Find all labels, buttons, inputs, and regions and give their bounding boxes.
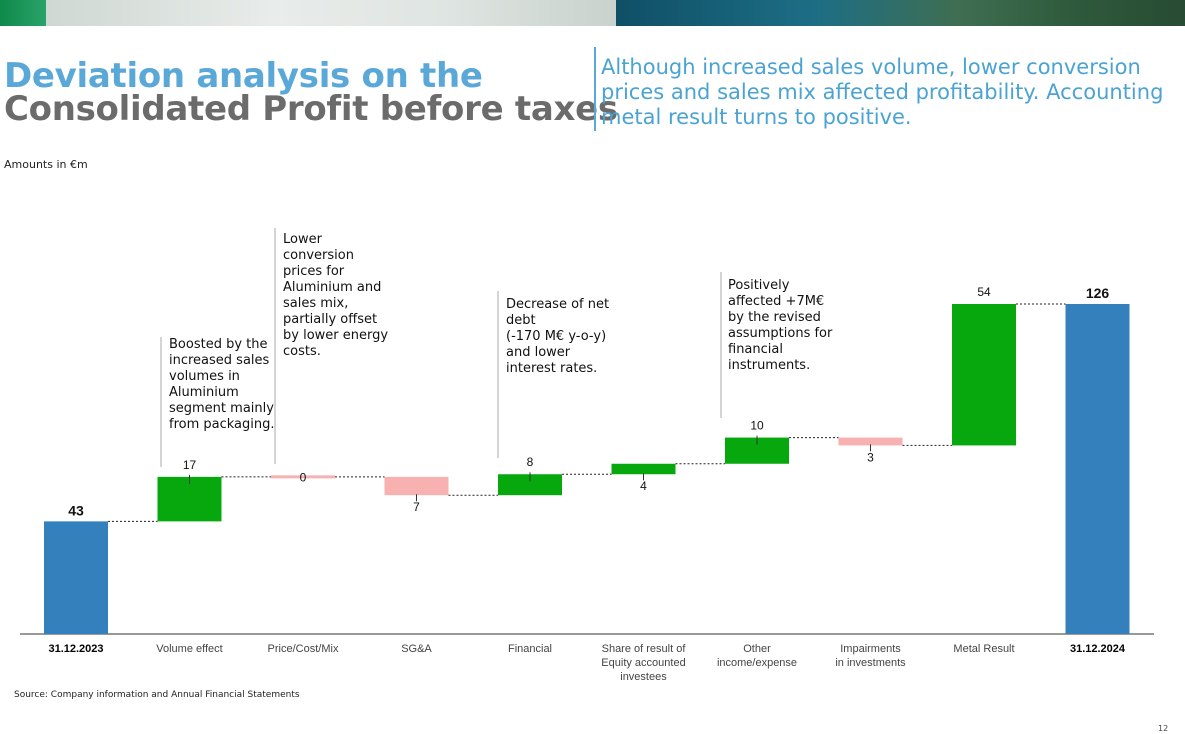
category-label-1-0: Volume effect	[156, 643, 222, 655]
annotation-volume-effect: Boosted by the increased sales volumes i…	[169, 337, 275, 432]
banner-image-mist	[46, 0, 616, 26]
category-label-4-0: Financial	[508, 643, 552, 655]
value-label-3: 7	[413, 500, 420, 514]
category-label-8-0: Metal Result	[953, 643, 1014, 655]
bar-8	[952, 304, 1016, 446]
category-label-7-1: in investments	[835, 657, 906, 669]
category-label-7-0: Impairments	[840, 643, 901, 655]
page-number: 12	[1158, 724, 1169, 733]
page-title-line2: Consolidated Profit before taxes	[4, 89, 618, 129]
category-label-5-2: investees	[620, 671, 667, 683]
annotation-other-income: Positively affected +7M€ by the revised …	[728, 278, 833, 373]
units-note: Amounts in €m	[4, 158, 88, 171]
page-subtitle: Although increased sales volume, lower c…	[601, 55, 1164, 129]
category-label-5-0: Share of result of	[602, 643, 687, 655]
bar-1	[157, 476, 222, 522]
bar-7	[838, 437, 903, 446]
category-label-5-1: Equity accounted	[601, 657, 685, 669]
value-label-0: 43	[68, 502, 84, 518]
title-divider	[594, 47, 596, 131]
category-label-9-0: 31.12.2024	[1070, 643, 1126, 655]
category-label-3-0: SG&A	[401, 643, 432, 655]
bar-5	[611, 463, 676, 475]
category-label-2-0: Price/Cost/Mix	[268, 643, 339, 655]
source-note: Source: Company information and Annual F…	[14, 690, 300, 700]
value-label-8: 54	[977, 285, 991, 299]
value-label-1: 17	[183, 458, 197, 472]
annotation-price-cost-mix: Lower conversion prices for Aluminium an…	[283, 232, 389, 359]
bar-3	[384, 476, 449, 496]
value-label-4: 8	[527, 455, 534, 469]
bar-4	[498, 474, 562, 496]
bar-0	[44, 521, 108, 634]
value-label-6: 10	[750, 419, 764, 433]
category-label-0-0: 31.12.2023	[48, 643, 103, 655]
banner-image-lake	[616, 0, 1185, 26]
value-label-9: 126	[1086, 285, 1110, 301]
banner-accent	[0, 0, 46, 26]
category-label-6-0: Other	[743, 643, 771, 655]
annotation-financial: Decrease of net debt (-170 M€ y-o-y) and…	[506, 297, 610, 376]
value-label-2: 0	[300, 470, 307, 484]
bar-2	[271, 475, 335, 479]
value-label-7: 3	[867, 450, 874, 464]
category-label-6-1: income/expense	[717, 657, 797, 669]
bar-9	[1065, 304, 1130, 634]
page-title: Deviation analysis on the Consolidated P…	[4, 56, 618, 129]
page-title-line1: Deviation analysis on the	[4, 56, 483, 96]
value-label-5: 4	[640, 479, 647, 493]
